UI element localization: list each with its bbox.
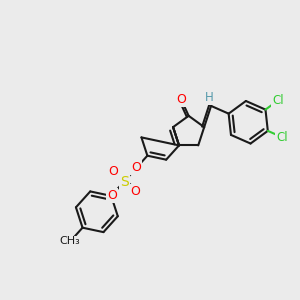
Text: O: O — [130, 185, 140, 198]
Text: H: H — [205, 91, 214, 104]
Text: O: O — [131, 161, 141, 174]
Text: CH₃: CH₃ — [60, 236, 81, 246]
Text: O: O — [176, 93, 186, 106]
Text: S: S — [120, 175, 128, 188]
Text: O: O — [107, 189, 117, 202]
Text: Cl: Cl — [276, 130, 288, 144]
Text: Cl: Cl — [272, 94, 284, 107]
Text: O: O — [108, 165, 118, 178]
